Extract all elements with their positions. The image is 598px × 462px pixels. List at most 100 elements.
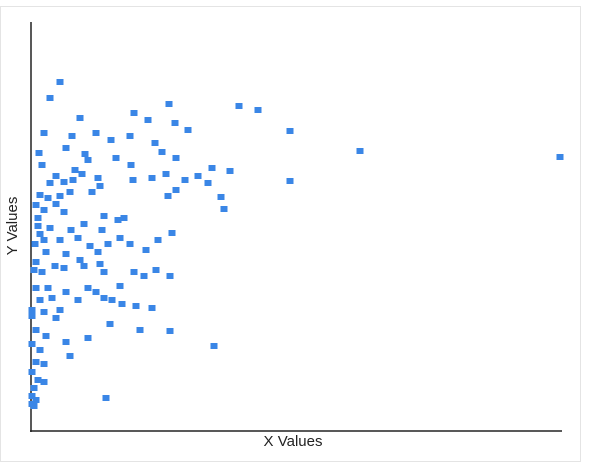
point xyxy=(40,361,48,367)
point xyxy=(158,149,166,155)
point xyxy=(102,395,110,401)
point xyxy=(112,155,120,161)
point xyxy=(108,297,116,303)
point xyxy=(56,79,64,85)
point xyxy=(100,295,108,301)
point xyxy=(71,167,79,173)
point xyxy=(217,194,225,200)
point xyxy=(28,341,36,347)
point xyxy=(286,178,294,184)
point xyxy=(166,273,174,279)
point xyxy=(172,155,180,161)
y-axis-label: Y Values xyxy=(4,197,21,256)
point xyxy=(34,223,42,229)
point xyxy=(34,377,42,383)
point xyxy=(84,285,92,291)
point xyxy=(51,263,59,269)
point xyxy=(286,128,294,134)
point xyxy=(52,173,60,179)
point xyxy=(60,209,68,215)
point xyxy=(40,237,48,243)
point xyxy=(127,162,135,168)
point xyxy=(126,133,134,139)
point xyxy=(32,397,40,403)
point xyxy=(38,162,46,168)
point xyxy=(118,301,126,307)
point xyxy=(40,130,48,136)
point xyxy=(46,225,54,231)
point xyxy=(136,327,144,333)
point xyxy=(42,249,50,255)
point xyxy=(107,137,115,143)
point xyxy=(52,201,60,207)
point xyxy=(114,217,122,223)
point xyxy=(31,241,39,247)
point xyxy=(172,187,180,193)
point xyxy=(106,321,114,327)
point xyxy=(104,241,112,247)
point xyxy=(144,117,152,123)
point xyxy=(32,259,40,265)
point xyxy=(235,103,243,109)
point xyxy=(194,173,202,179)
point xyxy=(164,193,172,199)
point xyxy=(66,353,74,359)
point xyxy=(165,101,173,107)
point xyxy=(44,195,52,201)
point xyxy=(34,215,42,221)
point xyxy=(69,177,77,183)
point xyxy=(40,207,48,213)
point xyxy=(36,297,44,303)
point xyxy=(116,235,124,241)
point xyxy=(52,315,60,321)
point xyxy=(356,148,364,154)
point xyxy=(66,189,74,195)
point xyxy=(76,257,84,263)
point xyxy=(35,150,43,156)
point xyxy=(162,171,170,177)
point xyxy=(30,385,38,391)
point xyxy=(56,237,64,243)
point xyxy=(556,154,564,160)
point xyxy=(80,263,88,269)
point xyxy=(32,327,40,333)
point xyxy=(184,127,192,133)
point xyxy=(46,95,54,101)
point xyxy=(100,213,108,219)
point xyxy=(56,307,64,313)
point xyxy=(142,247,150,253)
point xyxy=(56,193,64,199)
point xyxy=(62,289,70,295)
point xyxy=(88,189,96,195)
point xyxy=(32,202,40,208)
point xyxy=(148,305,156,311)
point xyxy=(28,393,36,399)
point xyxy=(67,227,75,233)
point xyxy=(40,309,48,315)
point xyxy=(60,265,68,271)
point xyxy=(36,231,44,237)
point xyxy=(68,133,76,139)
point xyxy=(76,115,84,121)
point xyxy=(210,343,218,349)
point xyxy=(40,379,48,385)
chart-frame xyxy=(0,6,581,462)
point xyxy=(130,110,138,116)
point xyxy=(96,261,104,267)
point xyxy=(30,267,38,273)
point xyxy=(62,339,70,345)
point xyxy=(42,333,50,339)
point xyxy=(74,297,82,303)
point xyxy=(152,267,160,273)
point xyxy=(181,177,189,183)
point xyxy=(116,283,124,289)
point xyxy=(28,307,36,313)
point xyxy=(62,145,70,151)
point xyxy=(166,328,174,334)
point xyxy=(132,303,140,309)
point xyxy=(36,192,44,198)
point xyxy=(130,269,138,275)
point xyxy=(100,269,108,275)
point xyxy=(92,289,100,295)
point xyxy=(94,175,102,181)
